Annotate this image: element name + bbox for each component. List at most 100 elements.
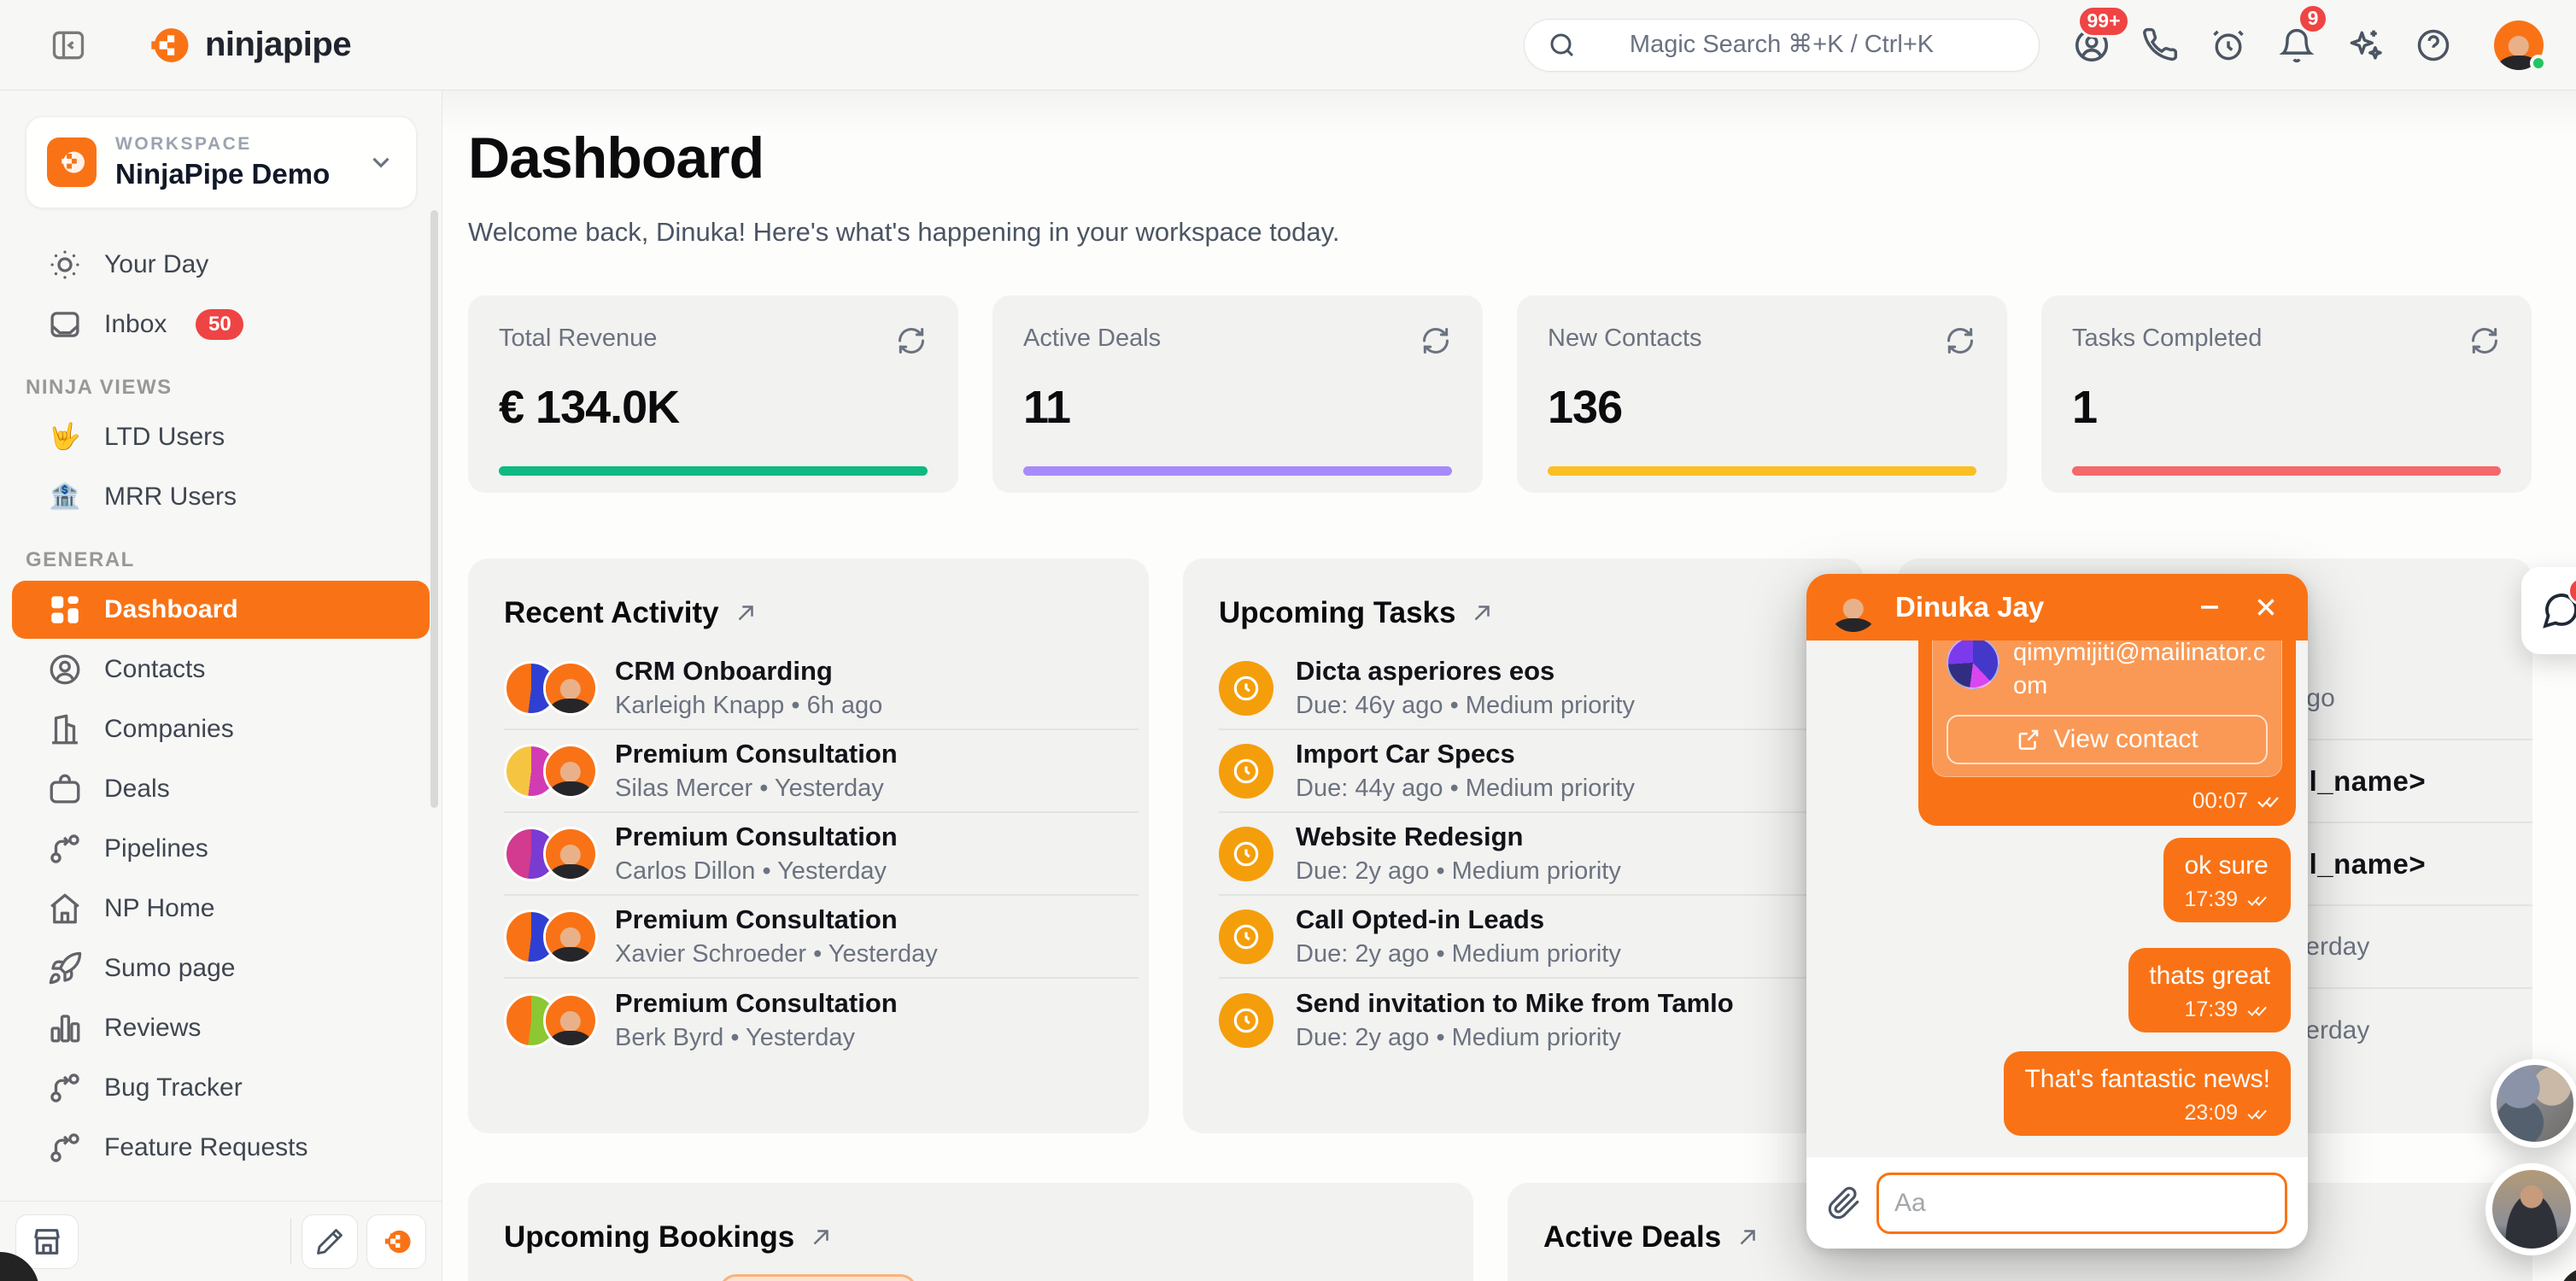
marketplace-button[interactable] xyxy=(15,1214,79,1269)
sidebar-item-feature-requests[interactable]: Feature Requests xyxy=(12,1119,430,1177)
workspace-label: WORKSPACE xyxy=(115,134,252,154)
floating-chat-head-2[interactable] xyxy=(2485,1163,2576,1255)
activity-row[interactable]: Premium Consultation Xavier Schroeder • … xyxy=(504,896,1139,979)
sidebar-item-pipelines[interactable]: Pipelines xyxy=(12,820,430,878)
user-avatar[interactable] xyxy=(2494,20,2547,72)
stat-card: Tasks Completed 1 xyxy=(2041,295,2532,493)
activity-row[interactable]: Premium Consultation Carlos Dillon • Yes… xyxy=(504,813,1139,896)
refresh-icon[interactable] xyxy=(1420,325,1454,359)
sidebar-item-reviews[interactable]: Reviews xyxy=(12,999,430,1057)
app-logo[interactable]: ninjapipe xyxy=(143,21,352,69)
sidebar-item-your-day[interactable]: Your Day xyxy=(12,236,430,294)
compose-button[interactable] xyxy=(302,1214,358,1269)
magic-search[interactable] xyxy=(1524,18,2040,72)
outgoing-message-bubble: thats great 17:39 xyxy=(2128,948,2291,1032)
activity-row[interactable]: Premium Consultation Silas Mercer • Yest… xyxy=(504,730,1139,813)
card-title: Active Deals xyxy=(1543,1220,1722,1254)
sidebar-item-inbox[interactable]: Inbox 50 xyxy=(12,295,430,354)
activity-title: CRM Onboarding xyxy=(615,656,833,686)
sidebar-item-bug-tracker[interactable]: Bug Tracker xyxy=(12,1059,430,1117)
upcoming-bookings-card: Upcoming Bookings xyxy=(468,1183,1473,1281)
chat-launcher-panel[interactable]: 1 xyxy=(2521,567,2576,654)
chat-message-input[interactable] xyxy=(1876,1172,2287,1234)
refresh-icon[interactable] xyxy=(895,325,929,359)
sidebar-item-label: Your Day xyxy=(104,250,209,278)
outgoing-message-bubble: That's fantastic news! 23:09 xyxy=(2004,1051,2291,1136)
attachment-paperclip-icon[interactable] xyxy=(1827,1186,1861,1220)
read-receipt-icon xyxy=(2246,1002,2270,1019)
external-link-icon xyxy=(1735,1225,1760,1250)
stat-label: Active Deals xyxy=(1023,325,1162,352)
ninja-assistant-button[interactable] xyxy=(366,1214,426,1269)
sidebar-collapse-button[interactable] xyxy=(44,21,92,69)
activity-row[interactable]: Premium Consultation Berk Byrd • Yesterd… xyxy=(504,979,1139,1062)
sidebar-item-ltd-users[interactable]: 🤟 LTD Users xyxy=(12,408,430,466)
notifications-button[interactable]: 9 xyxy=(2275,3,2328,67)
notifications-badge: 9 xyxy=(2298,3,2328,34)
contacts-button[interactable]: 99+ xyxy=(2070,4,2130,67)
task-texts: Import Car Specs Due: 44y ago • Medium p… xyxy=(1296,739,1635,803)
recent-activity-header[interactable]: Recent Activity xyxy=(468,559,1149,647)
upcoming-tasks-header[interactable]: Upcoming Tasks xyxy=(1183,559,1864,647)
upcoming-bookings-header[interactable]: Upcoming Bookings xyxy=(468,1183,1473,1272)
bell-icon xyxy=(2278,26,2315,64)
card-title: Recent Activity xyxy=(504,596,719,629)
chat-head-photo xyxy=(2497,1065,2573,1142)
task-row[interactable]: Dicta asperiores eos Due: 46y ago • Medi… xyxy=(1219,647,1853,730)
task-row[interactable]: Call Opted-in Leads Due: 2y ago • Medium… xyxy=(1219,896,1853,979)
alarm-clock-icon xyxy=(2210,26,2247,64)
external-link-icon xyxy=(1469,600,1495,626)
sidebar-item-contacts[interactable]: Contacts xyxy=(12,640,430,699)
sidebar-item-deals[interactable]: Deals xyxy=(12,760,430,818)
task-title: Website Redesign xyxy=(1296,822,1524,851)
sidebar-item-mrr-users[interactable]: 🏦 MRR Users xyxy=(12,468,430,526)
sidebar-scrollbar[interactable] xyxy=(430,210,438,808)
task-row[interactable]: Website Redesign Due: 2y ago • Medium pr… xyxy=(1219,813,1853,896)
chat-minimize-button[interactable] xyxy=(2190,588,2229,627)
ai-assistant-button[interactable] xyxy=(2344,24,2386,67)
activity-title: Premium Consultation xyxy=(615,822,898,851)
home-icon xyxy=(46,890,84,927)
read-receipt-icon xyxy=(2257,792,2282,810)
task-row[interactable]: Send invitation to Mike from Tamlo Due: … xyxy=(1219,979,1853,1062)
task-row[interactable]: Import Car Specs Due: 44y ago • Medium p… xyxy=(1219,730,1853,813)
sun-icon xyxy=(46,246,84,284)
sidebar-item-label: Bug Tracker xyxy=(104,1073,243,1102)
workspace-switcher[interactable]: WORKSPACE NinjaPipe Demo xyxy=(26,116,417,208)
sidebar-item-companies[interactable]: Companies xyxy=(12,700,430,758)
refresh-icon[interactable] xyxy=(1944,325,1978,359)
sidebar-item-dashboard[interactable]: Dashboard xyxy=(12,581,430,639)
stat-accent-bar xyxy=(499,466,928,476)
view-contact-button[interactable]: View contact xyxy=(1947,715,2268,765)
activity-texts: CRM Onboarding Karleigh Knapp • 6h ago xyxy=(615,656,882,720)
card-title: Upcoming Bookings xyxy=(504,1220,795,1254)
contact-card-top: qimymijiti@mailinator.com xyxy=(1947,640,2268,703)
help-button[interactable] xyxy=(2412,24,2455,67)
workspace-logo-icon xyxy=(47,137,97,187)
reminders-button[interactable] xyxy=(2207,24,2250,67)
task-title: Dicta asperiores eos xyxy=(1296,656,1555,686)
read-receipt-icon xyxy=(2246,892,2270,909)
sidebar-item-sumo-page[interactable]: Sumo page xyxy=(12,939,430,997)
floating-chat-head-1[interactable] xyxy=(2491,1059,2576,1148)
stat-value: 11 xyxy=(1023,382,1071,433)
search-input[interactable] xyxy=(1595,31,1969,59)
active-deals-header[interactable]: Active Deals xyxy=(1508,1183,2532,1272)
activity-row[interactable]: CRM Onboarding Karleigh Knapp • 6h ago xyxy=(504,647,1139,730)
sidebar-item-np-home[interactable]: NP Home xyxy=(12,880,430,938)
upcoming-tasks-card: Upcoming Tasks Dicta asperiores eos Due:… xyxy=(1183,559,1864,1133)
activity-avatars xyxy=(504,826,598,881)
stat-value: € 134.0K xyxy=(499,382,680,433)
building-icon xyxy=(46,711,84,748)
chat-close-button[interactable] xyxy=(2246,588,2286,627)
section-header-general: GENERAL xyxy=(26,548,135,571)
booking-chip[interactable] xyxy=(719,1274,917,1281)
clock-icon xyxy=(1219,992,1273,1048)
pencil-icon xyxy=(314,1226,345,1257)
pipeline-icon xyxy=(46,830,84,868)
sparkles-icon xyxy=(2346,26,2384,64)
calls-button[interactable] xyxy=(2139,24,2181,67)
refresh-icon[interactable] xyxy=(2468,325,2503,359)
sidebar-item-label: Reviews xyxy=(104,1014,202,1042)
